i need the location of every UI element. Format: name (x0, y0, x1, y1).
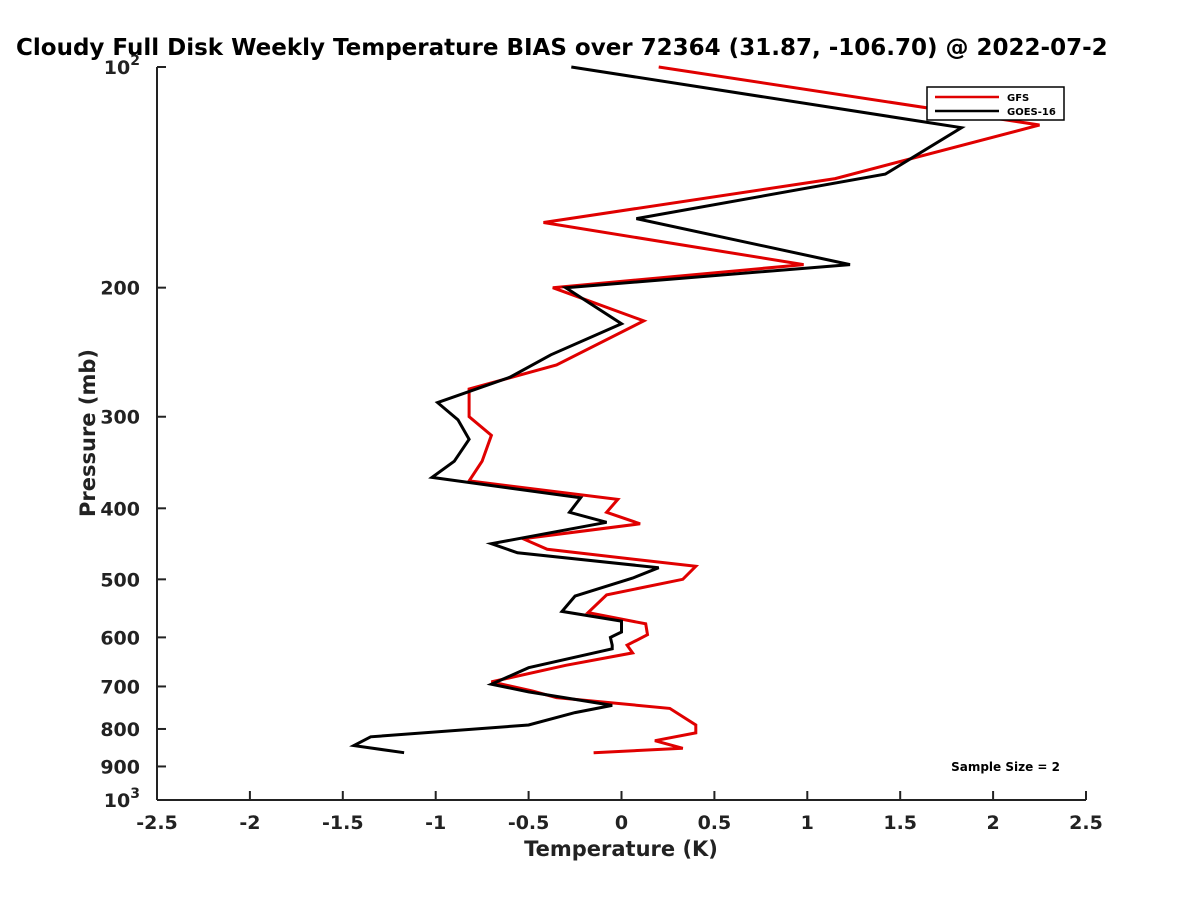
x-tick-label: 0 (615, 812, 628, 834)
y-tick-label: 103 (104, 786, 140, 812)
x-tick-label: 2.5 (1069, 812, 1103, 834)
sample-size-annotation: Sample Size = 2 (951, 760, 1060, 774)
x-axis-label: Temperature (K) (524, 837, 718, 861)
legend-label-goes-16: GOES-16 (1007, 107, 1056, 118)
series-line-goes-16 (349, 65, 966, 755)
y-tick-label: 700 (100, 676, 140, 698)
x-tick-label: -0.5 (508, 812, 550, 834)
x-tick-label: 1.5 (883, 812, 917, 834)
y-tick-label: 900 (100, 756, 140, 778)
y-tick-label: 300 (100, 407, 140, 429)
legend-label-gfs: GFS (1007, 93, 1029, 104)
y-tick-label: 800 (100, 719, 140, 741)
chart-title: Cloudy Full Disk Weekly Temperature BIAS… (16, 35, 1108, 61)
x-tick-label: -1 (425, 812, 446, 834)
y-axis-label: Pressure (mb) (76, 349, 100, 517)
x-tick-label: 2 (986, 812, 999, 834)
series-layer (349, 65, 1040, 755)
y-tick-label: 102 (104, 53, 140, 79)
x-tick-label: -2 (239, 812, 260, 834)
legend-box (926, 86, 1065, 121)
x-tick-label: 1 (801, 812, 814, 834)
y-tick-label: 500 (100, 569, 140, 591)
x-tick-label: 0.5 (698, 812, 732, 834)
series-line-gfs (466, 65, 1040, 755)
y-tick-label: 600 (100, 627, 140, 649)
y-tick-label: 400 (100, 498, 140, 520)
x-tick-label: -2.5 (136, 812, 178, 834)
y-tick-label: 200 (100, 278, 140, 300)
legend: GFS GOES-16 (926, 86, 1065, 121)
axes-layer: -2.5 -2 -1.5 -1 -0.5 0 0.5 1 1.5 2 2.5 102 200 300 400… (100, 53, 1103, 834)
x-tick-label: -1.5 (322, 812, 364, 834)
